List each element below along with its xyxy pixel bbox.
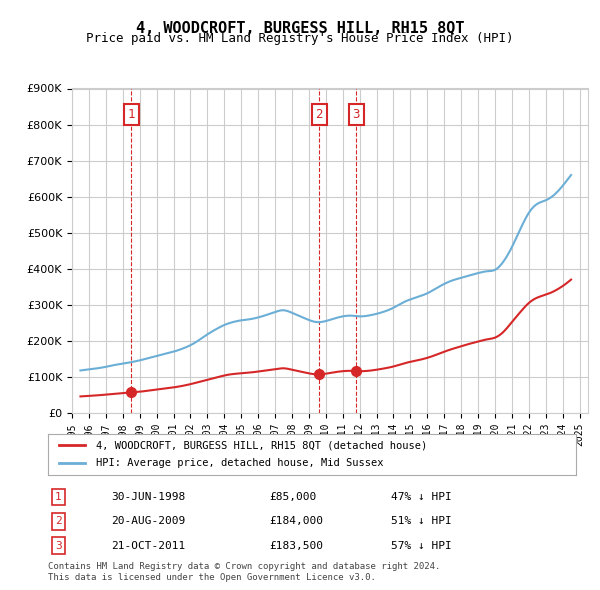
- Text: £184,000: £184,000: [270, 516, 324, 526]
- Text: 2: 2: [315, 108, 323, 121]
- Text: Contains HM Land Registry data © Crown copyright and database right 2024.: Contains HM Land Registry data © Crown c…: [48, 562, 440, 571]
- Text: 1: 1: [127, 108, 135, 121]
- Text: HPI: Average price, detached house, Mid Sussex: HPI: Average price, detached house, Mid …: [95, 458, 383, 468]
- Text: £85,000: £85,000: [270, 492, 317, 502]
- Text: Price paid vs. HM Land Registry's House Price Index (HPI): Price paid vs. HM Land Registry's House …: [86, 32, 514, 45]
- Text: 20-AUG-2009: 20-AUG-2009: [112, 516, 185, 526]
- Text: 1: 1: [55, 492, 62, 502]
- Text: 3: 3: [55, 541, 62, 550]
- Text: 47% ↓ HPI: 47% ↓ HPI: [391, 492, 452, 502]
- Text: This data is licensed under the Open Government Licence v3.0.: This data is licensed under the Open Gov…: [48, 573, 376, 582]
- Text: £183,500: £183,500: [270, 541, 324, 550]
- Text: 3: 3: [352, 108, 360, 121]
- Text: 51% ↓ HPI: 51% ↓ HPI: [391, 516, 452, 526]
- Text: 4, WOODCROFT, BURGESS HILL, RH15 8QT (detached house): 4, WOODCROFT, BURGESS HILL, RH15 8QT (de…: [95, 440, 427, 450]
- Text: 57% ↓ HPI: 57% ↓ HPI: [391, 541, 452, 550]
- Text: 2: 2: [55, 516, 62, 526]
- Text: 21-OCT-2011: 21-OCT-2011: [112, 541, 185, 550]
- Text: 30-JUN-1998: 30-JUN-1998: [112, 492, 185, 502]
- Text: 4, WOODCROFT, BURGESS HILL, RH15 8QT: 4, WOODCROFT, BURGESS HILL, RH15 8QT: [136, 21, 464, 35]
